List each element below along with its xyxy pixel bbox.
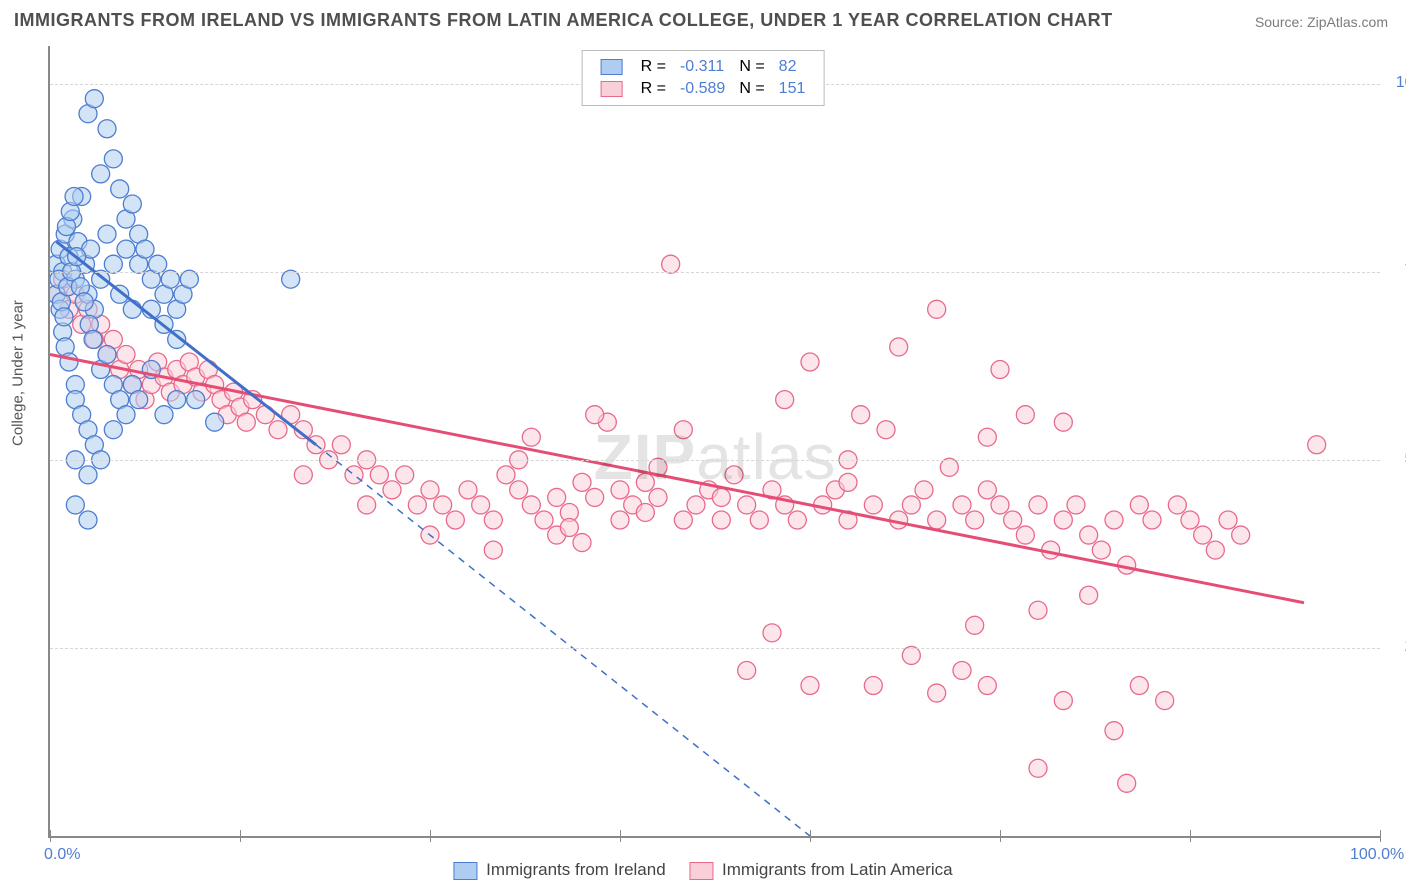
series-legend: Immigrants from Ireland Immigrants from …	[453, 860, 952, 880]
series-label-pink: Immigrants from Latin America	[722, 860, 953, 879]
y-tick-label: 100.0%	[1396, 74, 1406, 92]
plot-area: ZIPatlas 25.0%50.0%75.0%100.0%0.0%100.0%	[48, 46, 1380, 838]
n-value-blue: 82	[773, 57, 812, 77]
blue-swatch-icon	[601, 59, 623, 75]
x-tick-label: 0.0%	[44, 846, 80, 864]
chart-title: IMMIGRANTS FROM IRELAND VS IMMIGRANTS FR…	[14, 10, 1113, 31]
scatter-svg	[50, 46, 1380, 836]
n-value-pink: 151	[773, 79, 812, 99]
pink-swatch-icon	[601, 81, 623, 97]
x-tick-label: 100.0%	[1350, 846, 1404, 864]
n-label: N =	[733, 57, 770, 77]
y-axis-label: College, Under 1 year	[10, 300, 27, 446]
legend-row-pink: R = -0.589 N = 151	[595, 79, 812, 99]
r-label: R =	[635, 57, 672, 77]
r-label: R =	[635, 79, 672, 99]
blue-swatch-icon	[453, 862, 477, 880]
legend-row-blue: R = -0.311 N = 82	[595, 57, 812, 77]
pink-swatch-icon	[689, 862, 713, 880]
r-value-blue: -0.311	[674, 57, 731, 77]
correlation-legend: R = -0.311 N = 82 R = -0.589 N = 151	[582, 50, 825, 106]
series-label-blue: Immigrants from Ireland	[486, 860, 666, 879]
source-attribution: Source: ZipAtlas.com	[1255, 14, 1388, 30]
r-value-pink: -0.589	[674, 79, 731, 99]
n-label: N =	[733, 79, 770, 99]
